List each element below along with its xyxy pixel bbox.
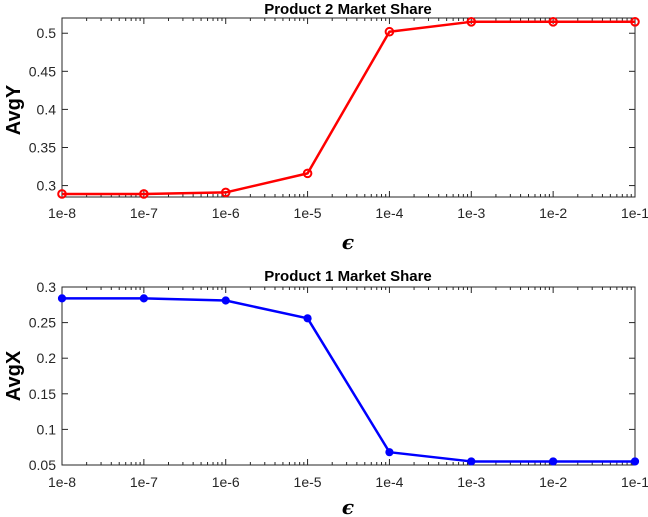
data-point	[303, 314, 312, 323]
x-tick-label: 1e-6	[212, 205, 240, 221]
chart-product-2-market-share: Product 2 Market Share AvgY ϵ 0.3 0.35 0.4…	[3, 1, 648, 254]
data-point	[57, 189, 67, 199]
chart-title: Product 2 Market Share	[264, 1, 432, 18]
y-tick-label: 0.5	[37, 25, 57, 41]
x-tick-label: 1e-1	[621, 205, 648, 221]
x-tick-label: 1e-3	[457, 205, 485, 221]
data-point	[139, 189, 149, 199]
data-point	[302, 168, 313, 179]
plot-area	[61, 286, 636, 466]
data-point	[630, 17, 640, 27]
x-tick-label: 1e-6	[212, 474, 240, 490]
x-tick-labels: 1e-8 1e-7 1e-6 1e-5 1e-4 1e-3 1e-2 1e-1	[48, 205, 648, 221]
data-point	[139, 294, 148, 303]
x-tick-label: 1e-1	[621, 474, 648, 490]
x-tick-label: 1e-8	[48, 205, 76, 221]
x-tick-label: 1e-3	[457, 474, 485, 490]
y-tick-label: 0.45	[29, 63, 56, 79]
data-point	[384, 26, 395, 37]
x-tick-label: 1e-2	[539, 474, 567, 490]
y-tick-labels: 0.3 0.35 0.4 0.45 0.5	[29, 25, 56, 193]
y-axis-label: AvgX	[3, 350, 25, 401]
tick-marks	[61, 286, 636, 466]
data-point	[385, 448, 394, 457]
x-tick-label: 1e-5	[294, 205, 322, 221]
data-point	[549, 457, 558, 466]
x-tick-label: 1e-4	[375, 474, 403, 490]
y-tick-label: 0.3	[37, 178, 57, 194]
y-tick-label: 0.2	[37, 350, 57, 366]
series-line	[62, 297, 635, 463]
data-point	[57, 294, 67, 303]
y-tick-labels: 0.05 0.1 0.15 0.2 0.25 0.3	[29, 279, 56, 473]
series-layer	[57, 17, 640, 199]
y-tick-label: 0.05	[29, 457, 56, 473]
y-tick-label: 0.3	[37, 279, 57, 295]
y-tick-label: 0.15	[29, 386, 56, 402]
chart-title: Product 1 Market Share	[264, 268, 432, 285]
data-point	[220, 187, 231, 198]
x-tick-label: 1e-7	[130, 205, 158, 221]
x-axis-label: ϵ	[342, 495, 354, 517]
series-line	[62, 20, 635, 196]
data-point	[466, 17, 477, 27]
tick-marks	[61, 18, 636, 197]
data-point	[221, 296, 230, 305]
x-axis-label: ϵ	[342, 230, 354, 254]
y-axis-label: AvgY	[3, 84, 25, 135]
x-tick-label: 1e-5	[294, 474, 322, 490]
data-point	[467, 457, 476, 466]
y-tick-label: 0.1	[37, 421, 57, 437]
y-tick-label: 0.35	[29, 139, 56, 155]
x-tick-label: 1e-2	[539, 205, 567, 221]
data-point	[630, 457, 640, 466]
y-tick-label: 0.4	[37, 101, 57, 117]
x-tick-label: 1e-7	[130, 474, 158, 490]
data-point	[548, 17, 558, 27]
x-tick-labels: 1e-8 1e-7 1e-6 1e-5 1e-4 1e-3 1e-2 1e-1	[48, 474, 648, 490]
series-layer	[57, 294, 640, 466]
plot-area	[61, 17, 636, 198]
x-tick-label: 1e-8	[48, 474, 76, 490]
chart-product-1-market-share: Product 1 Market Share AvgX ϵ 0.05 0.1 0.1…	[3, 268, 648, 517]
y-tick-label: 0.25	[29, 315, 56, 331]
x-tick-label: 1e-4	[375, 205, 403, 221]
